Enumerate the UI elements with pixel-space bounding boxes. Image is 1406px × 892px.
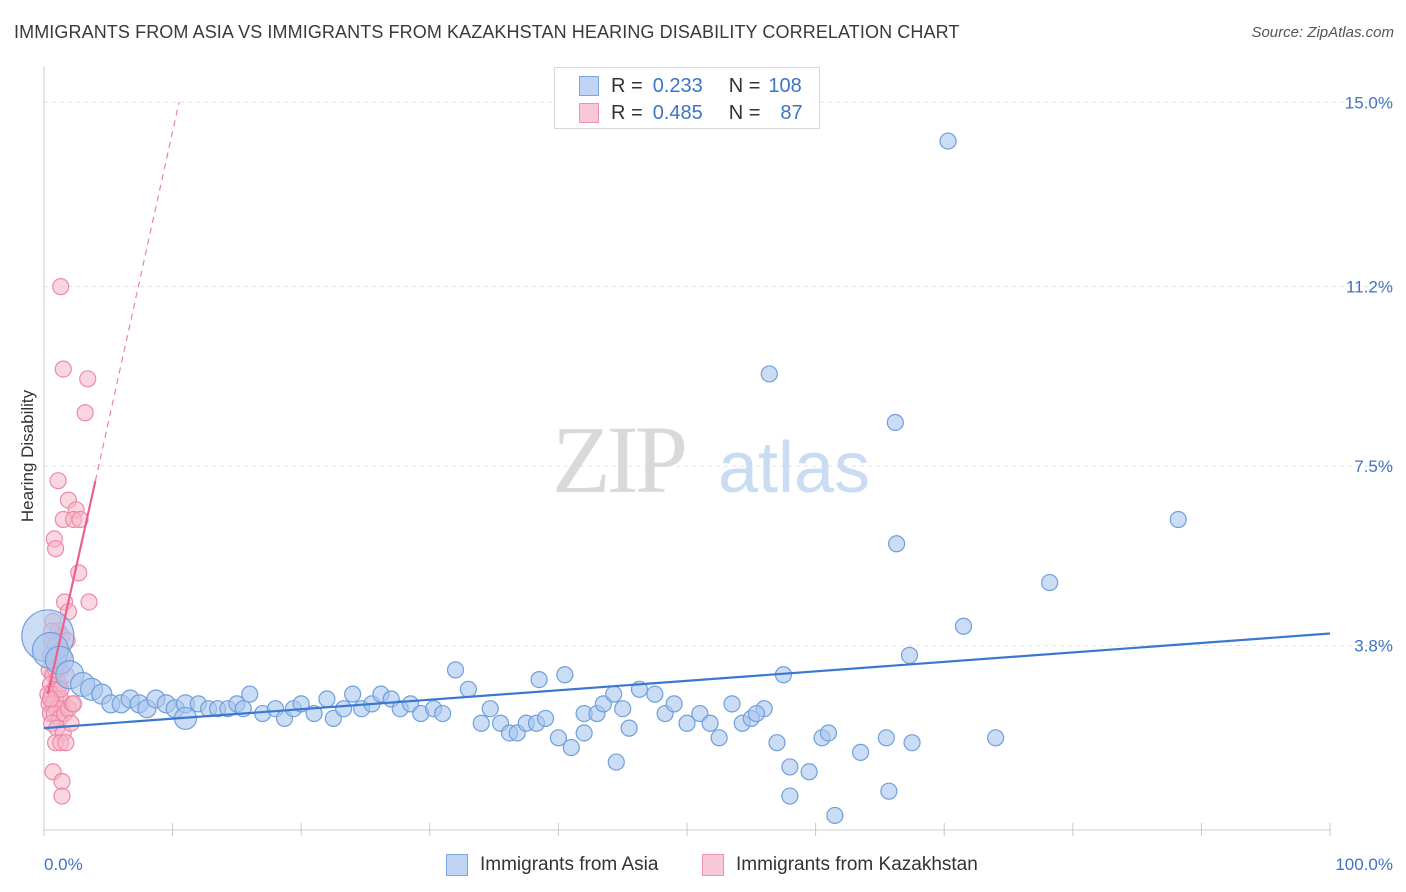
asia-point-91 — [886, 413, 904, 432]
asia-point-85 — [877, 729, 895, 747]
legend-row-kaz: R = 0.485 N = 87 — [579, 101, 803, 125]
asia-point-78 — [781, 758, 799, 776]
watermark-atlas: atlas — [718, 428, 870, 508]
kaz-n-label: N = — [728, 101, 761, 124]
asia-point-93 — [939, 132, 957, 150]
asia-point-46 — [481, 700, 499, 718]
kaz-r-label: R = — [611, 101, 643, 124]
trend-lines — [43, 102, 1331, 730]
asia-n-label: N = — [728, 74, 761, 97]
asia-point-55 — [549, 729, 568, 747]
asia-point-94 — [888, 535, 906, 553]
asia-point-43 — [446, 661, 465, 679]
kaz-point-11 — [46, 540, 65, 558]
kaz-point-4 — [49, 472, 67, 490]
y-tick-label-0: 3.8% — [1354, 637, 1393, 656]
asia-point-23 — [241, 685, 259, 703]
y-tick-label-3: 15.0% — [1345, 93, 1393, 112]
asia-point-84 — [852, 743, 870, 761]
asia-point-86 — [880, 782, 898, 800]
asia-point-73 — [723, 695, 741, 713]
kaz-point-0 — [52, 278, 70, 296]
kaz-point-54 — [53, 772, 71, 791]
asia-point-83 — [826, 806, 844, 825]
asia-point-87 — [900, 646, 919, 664]
legend-row-asia: R = 0.233 N = 108 — [579, 74, 802, 98]
kaz-point-14 — [80, 593, 98, 611]
kaz-trend-line — [46, 480, 97, 695]
asia-point-88 — [903, 734, 921, 752]
y-tick-label-1: 7.5% — [1354, 457, 1393, 476]
source-credit: Source: ZipAtlas.com — [1251, 24, 1394, 41]
watermark: ZIP atlas — [552, 406, 870, 513]
asia-point-42 — [434, 704, 452, 723]
kaz-n-value: 87 — [780, 101, 803, 124]
asia-points — [21, 132, 1187, 825]
asia-point-62 — [575, 724, 593, 742]
watermark-zip: ZIP — [552, 406, 685, 513]
asia-point-45 — [472, 714, 490, 732]
bottom-asia-swatch — [446, 854, 468, 876]
asia-point-33 — [344, 685, 362, 703]
bottom-legend-kaz: Immigrants from Kazakhstan — [702, 852, 978, 878]
y-tick-label-2: 11.2% — [1346, 278, 1393, 297]
kaz-r-value: 0.485 — [652, 101, 703, 124]
asia-r-label: R = — [611, 74, 643, 97]
kaz-trend-extension — [94, 102, 180, 481]
asia-point-77 — [768, 734, 786, 752]
asia-point-71 — [701, 714, 719, 732]
asia-n-value: 108 — [768, 74, 802, 97]
kaz-point-2 — [79, 370, 97, 388]
asia-point-79 — [781, 787, 799, 805]
asia-trend-line — [43, 632, 1331, 730]
asia-point-82 — [819, 724, 838, 742]
asia-point-89 — [954, 617, 973, 635]
asia-r-value: 0.233 — [652, 74, 703, 97]
asia-point-92 — [760, 365, 778, 383]
bottom-asia-label: Immigrants from Asia — [480, 854, 659, 875]
asia-point-90 — [987, 729, 1005, 747]
bottom-kaz-label: Immigrants from Kazakhstan — [736, 854, 978, 875]
asia-point-98 — [747, 704, 766, 723]
asia-point-72 — [710, 729, 728, 747]
asia-point-66 — [646, 685, 664, 703]
asia-point-54 — [556, 666, 574, 684]
x-tick-label-min: 0.0% — [44, 855, 83, 874]
gridlines — [44, 101, 1392, 647]
asia-point-32 — [335, 700, 353, 718]
asia-point-56 — [562, 738, 580, 757]
kaz-point-52 — [57, 734, 75, 752]
asia-point-96 — [1169, 510, 1187, 529]
asia-point-61 — [607, 753, 625, 771]
asia-swatch — [579, 76, 599, 96]
asia-point-44 — [459, 680, 477, 698]
kaz-point-64 — [41, 690, 60, 708]
kaz-point-1 — [54, 360, 72, 378]
x-tick-label-max: 100.0% — [1335, 855, 1393, 874]
asia-point-60 — [605, 685, 623, 703]
tick-labels: 3.8% 7.5% 11.2% 15.0% 0.0% 100.0% — [44, 93, 1393, 874]
asia-point-63 — [614, 700, 632, 718]
asia-point-52 — [536, 709, 555, 728]
asia-point-30 — [318, 690, 336, 708]
bottom-kaz-swatch — [702, 854, 724, 876]
asia-point-95 — [1041, 573, 1059, 592]
asia-point-68 — [665, 695, 683, 713]
asia-point-69 — [678, 714, 696, 732]
asia-point-64 — [620, 719, 638, 737]
kaz-point-57 — [62, 714, 80, 732]
chart-title: IMMIGRANTS FROM ASIA VS IMMIGRANTS FROM … — [14, 22, 960, 42]
kaz-point-3 — [76, 404, 94, 422]
kaz-point-56 — [64, 695, 83, 713]
kaz-point-55 — [53, 787, 71, 805]
kaz-swatch — [579, 103, 599, 123]
asia-point-80 — [800, 763, 818, 781]
kaz-point-9 — [71, 510, 89, 529]
asia-point-53 — [530, 670, 548, 689]
bottom-legend-asia: Immigrants from Asia — [446, 852, 658, 878]
correlation-legend: R = 0.233 N = 108 R = 0.485 N = 87 — [554, 67, 820, 129]
